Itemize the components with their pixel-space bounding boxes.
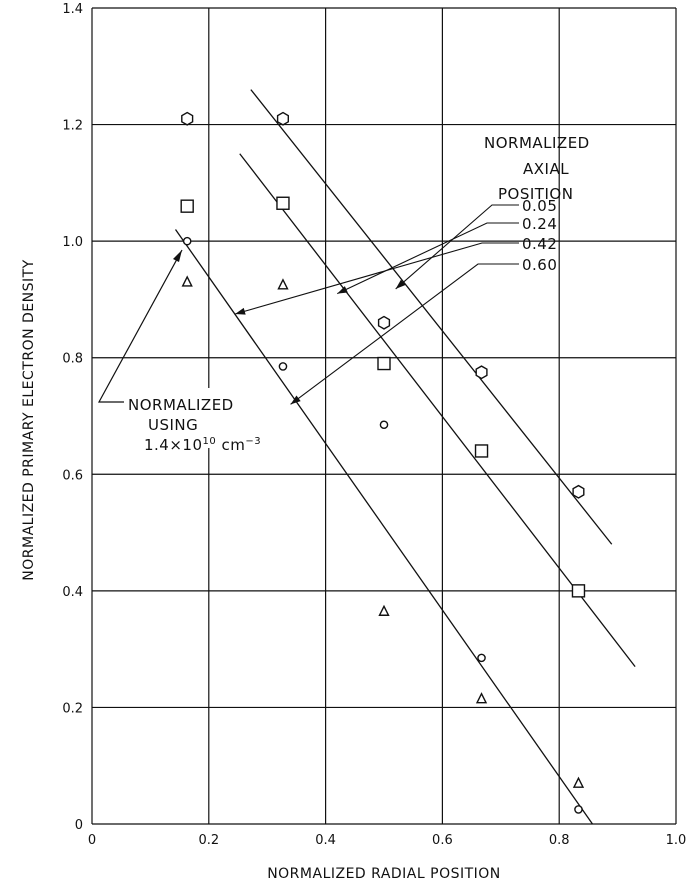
legend-arrow-head-0.24	[337, 286, 348, 294]
y-tick-label: 0	[75, 818, 83, 833]
formula-base: 1.4×10	[144, 436, 203, 454]
note-formula: 1.4×1010 cm−3	[144, 436, 261, 454]
y-tick-label: 0.2	[62, 701, 83, 716]
x-axis-label: NORMALIZED RADIAL POSITION	[267, 866, 501, 882]
legend-title-line-2: AXIAL	[523, 160, 569, 178]
legend-arrow-0.05	[395, 204, 519, 290]
point-triangle	[181, 275, 193, 287]
note-background	[118, 388, 270, 448]
y-axis-label: NORMALIZED PRIMARY ELECTRON DENSITY	[21, 259, 37, 580]
point-square	[474, 444, 489, 458]
x-tick-label: 1.0	[666, 833, 687, 848]
legend-entry-0.42: 0.42	[522, 235, 557, 253]
formula-unit-exponent: −3	[245, 436, 261, 447]
point-square	[276, 196, 290, 210]
x-tick-label: 0.2	[198, 833, 219, 848]
x-tick-label: 0.6	[432, 833, 453, 848]
point-triangle	[572, 776, 585, 788]
point-triangle	[475, 692, 488, 704]
point-triangle	[277, 278, 289, 290]
point-hexagon	[475, 365, 488, 380]
legend-title-line-3: POSITION	[498, 185, 573, 203]
legend-title-line-1: NORMALIZED	[484, 134, 590, 152]
data-markers	[180, 111, 586, 814]
point-circle	[574, 805, 583, 814]
note-arrow	[97, 249, 183, 403]
point-circle	[182, 236, 192, 246]
legend-entry-0.24: 0.24	[522, 215, 557, 233]
formula-unit: cm	[216, 436, 245, 454]
y-tick-label: 1.0	[62, 235, 83, 250]
note-line-1: NORMALIZED	[128, 396, 234, 414]
fit-lines	[174, 89, 636, 825]
fit-line-0.24	[239, 153, 636, 668]
point-hexagon	[276, 111, 289, 126]
legend-arrow-0.60	[290, 263, 519, 405]
formula-exponent: 10	[203, 436, 217, 447]
point-square	[377, 356, 391, 371]
point-square	[180, 199, 194, 213]
point-circle	[379, 420, 389, 430]
legend-entry-0.60: 0.60	[522, 256, 557, 274]
point-circle	[477, 653, 486, 663]
fit-line-0.05	[250, 89, 613, 545]
point-hexagon	[377, 315, 391, 330]
tick-labels: 0 0.2 0.4 0.6 0.8 1.0 0 0.2 0.4 0.6 0.8 1.0 1.2 1.4	[62, 2, 686, 848]
note-line-2: USING	[148, 416, 198, 434]
point-square	[571, 584, 586, 598]
y-tick-label: 0.8	[62, 352, 83, 367]
y-tick-label: 1.2	[62, 119, 83, 134]
point-triangle	[378, 604, 390, 616]
point-hexagon	[181, 111, 194, 126]
legend-arrow-head-0.42	[235, 307, 246, 315]
normalization-note: NORMALIZED USING 1.4×1010 cm−3	[118, 388, 270, 454]
note-arrow-head	[173, 250, 182, 262]
legend-entry-0.05: 0.05	[522, 197, 557, 215]
y-tick-label: 0.4	[62, 585, 83, 600]
x-tick-label: 0	[88, 833, 96, 848]
legend-arrow-head-0.60	[290, 395, 301, 405]
legend-arrows	[234, 204, 519, 405]
point-circle	[278, 362, 288, 371]
x-tick-label: 0.4	[315, 833, 336, 848]
fit-line-0.60	[174, 229, 594, 825]
legend-arrow-0.42	[234, 242, 519, 315]
legend-arrow-head-0.05	[395, 279, 406, 289]
y-tick-label: 1.4	[62, 2, 83, 17]
x-tick-label: 0.8	[549, 833, 570, 848]
y-tick-label: 0.6	[62, 468, 83, 483]
point-hexagon	[572, 484, 585, 499]
legend: NORMALIZED AXIAL POSITION 0.05 0.24 0.42…	[484, 134, 590, 274]
